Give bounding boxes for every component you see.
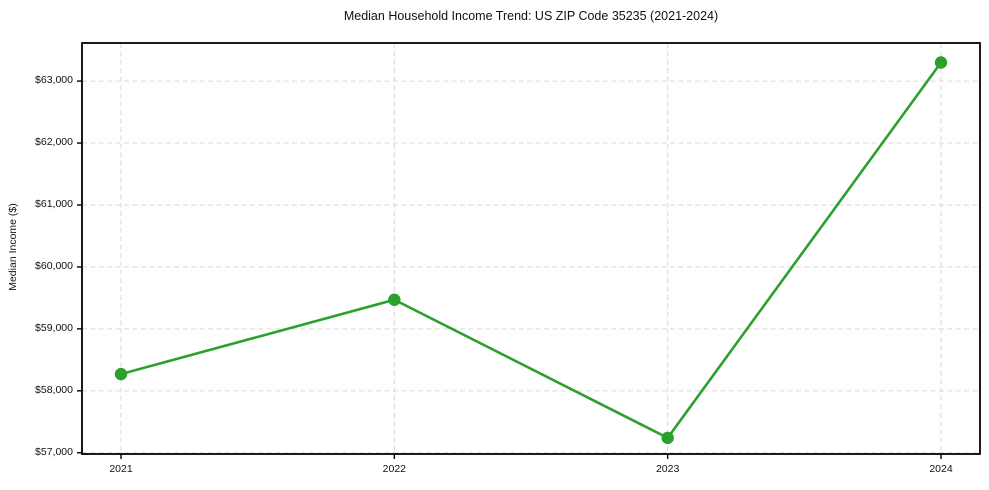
y-tick-label: $61,000 bbox=[35, 197, 73, 210]
data-point bbox=[388, 293, 401, 306]
data-point bbox=[934, 56, 948, 69]
y-tick-label: $63,000 bbox=[35, 74, 73, 87]
x-tick-label: 2021 bbox=[109, 463, 133, 475]
y-tick-label: $57,000 bbox=[35, 445, 73, 458]
chart-title: Median Household Income Trend: US ZIP Co… bbox=[343, 9, 719, 23]
plot-border bbox=[81, 42, 981, 455]
x-tick-label: 2024 bbox=[929, 463, 953, 475]
x-tick-label: 2023 bbox=[655, 463, 680, 475]
y-tick-label: $58,000 bbox=[35, 383, 73, 396]
x-tick-label: 2022 bbox=[382, 463, 406, 475]
data-point bbox=[661, 431, 674, 445]
trend-line bbox=[119, 61, 943, 440]
y-tick-label: $59,000 bbox=[35, 321, 73, 334]
data-point bbox=[114, 367, 128, 381]
y-tick-label: $60,000 bbox=[35, 259, 73, 272]
y-tick-label: $62,000 bbox=[35, 136, 73, 149]
